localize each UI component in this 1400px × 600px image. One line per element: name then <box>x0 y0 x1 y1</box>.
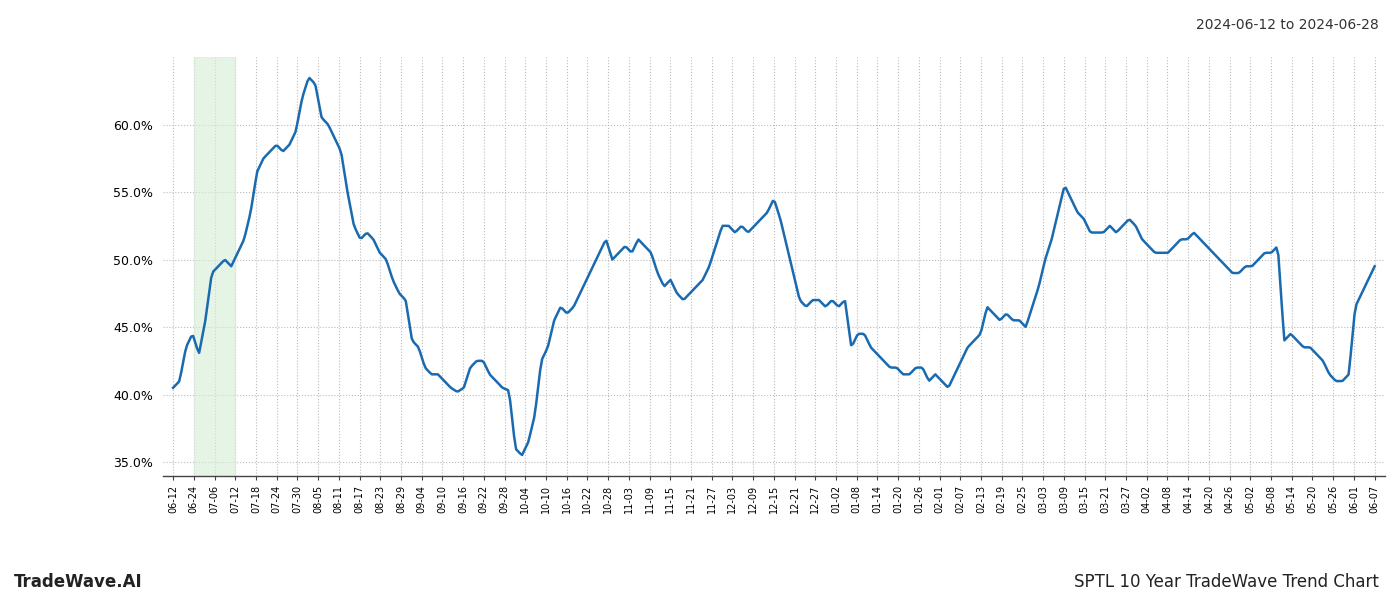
Text: TradeWave.AI: TradeWave.AI <box>14 573 143 591</box>
Text: 2024-06-12 to 2024-06-28: 2024-06-12 to 2024-06-28 <box>1196 18 1379 32</box>
Bar <box>193 57 235 476</box>
Text: SPTL 10 Year TradeWave Trend Chart: SPTL 10 Year TradeWave Trend Chart <box>1074 573 1379 591</box>
